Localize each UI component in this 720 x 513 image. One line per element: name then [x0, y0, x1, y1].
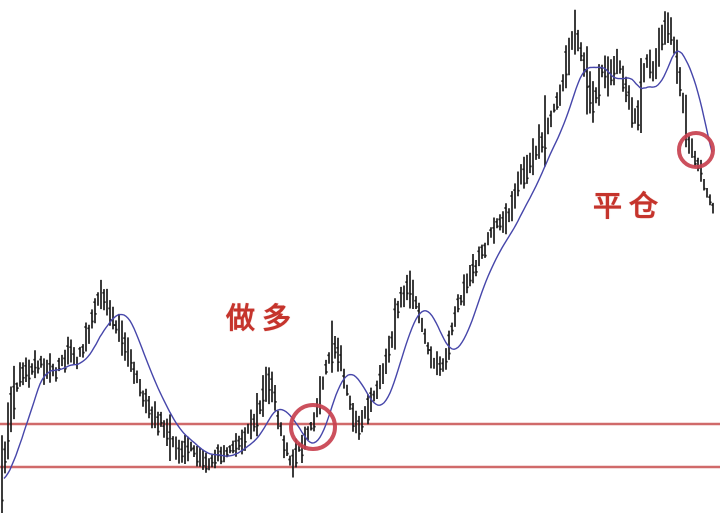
entry-circle — [289, 403, 337, 451]
moving-average-path — [3, 50, 713, 479]
annotation-close-position-label: 平仓 — [593, 189, 666, 223]
annotation-go-long-label: 做多 — [226, 301, 299, 335]
exit-circle — [677, 131, 715, 169]
